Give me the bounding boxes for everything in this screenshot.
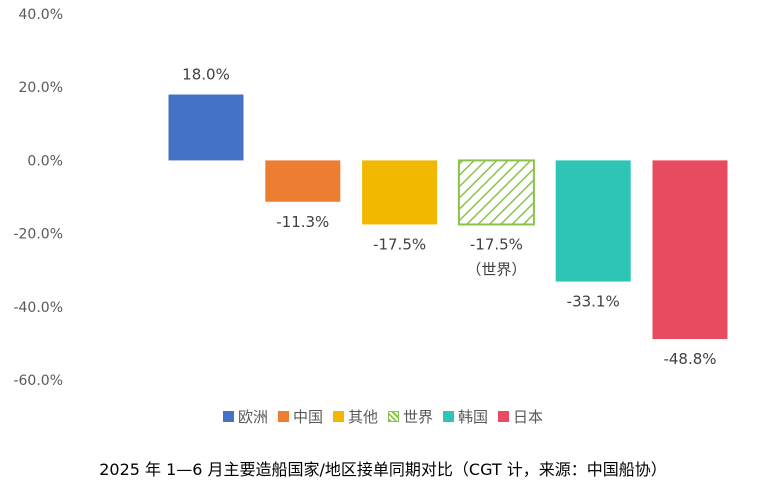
legend-item: 中国 <box>277 406 323 427</box>
bar-欧洲 <box>168 94 244 161</box>
y-tick-label: 20.0% <box>19 80 63 96</box>
legend-item: 世界 <box>388 406 433 427</box>
bar-中国 <box>265 160 341 202</box>
y-tick-label: -20.0% <box>13 227 63 243</box>
y-tick-label: -40.0% <box>13 300 63 316</box>
legend-swatch <box>388 411 399 422</box>
bar-日本 <box>652 160 728 340</box>
data-label: -17.5% <box>373 235 426 253</box>
legend-swatch <box>222 411 234 422</box>
legend-item: 日本 <box>498 406 543 427</box>
chart-plot: 40.0% 20.0% 0.0% -20.0% -40.0% -60.0% 18.0% -1… <box>13 7 728 389</box>
data-label: -17.5% <box>470 235 523 253</box>
legend-label: 中国 <box>292 408 323 426</box>
legend-label: 韩国 <box>458 408 489 426</box>
y-tick-label: -60.0% <box>13 373 63 389</box>
chart-title: 2025 年 1—6 月主要造船国家/地区接单同期对比（CGT 计，来源：中国船… <box>99 460 667 479</box>
legend-label: 世界 <box>403 408 434 426</box>
legend-item: 其他 <box>332 406 378 427</box>
y-tick-label: 0.0% <box>27 153 63 169</box>
bar-韩国 <box>555 160 631 282</box>
legend-swatch <box>332 411 344 422</box>
bar-世界 <box>457 159 535 226</box>
y-tick-label: 40.0% <box>19 7 63 23</box>
legend-swatch <box>443 411 455 422</box>
data-label: 18.0% <box>182 66 230 84</box>
legend-label: 其他 <box>347 408 378 426</box>
legend-item: 欧洲 <box>222 406 268 427</box>
data-label: -11.3% <box>276 213 329 231</box>
data-label: -48.8% <box>663 350 716 368</box>
legend-item: 韩国 <box>443 406 488 427</box>
legend-label: 日本 <box>513 408 544 426</box>
legend-swatch <box>498 411 510 422</box>
legend-label: 欧洲 <box>237 408 268 426</box>
legend-swatch <box>277 411 289 422</box>
bars-group <box>168 94 728 340</box>
bar-其他 <box>362 160 438 225</box>
legend: 欧洲 中国 其他 世界 韩国 日本 <box>0 406 766 427</box>
y-axis: 40.0% 20.0% 0.0% -20.0% -40.0% -60.0% <box>13 7 63 389</box>
data-labels-group: 18.0% -11.3% -17.5% -17.5% （世界） -33.1% -48.8% <box>182 66 716 368</box>
data-label-note: （世界） <box>466 260 526 278</box>
data-label: -33.1% <box>567 293 620 311</box>
